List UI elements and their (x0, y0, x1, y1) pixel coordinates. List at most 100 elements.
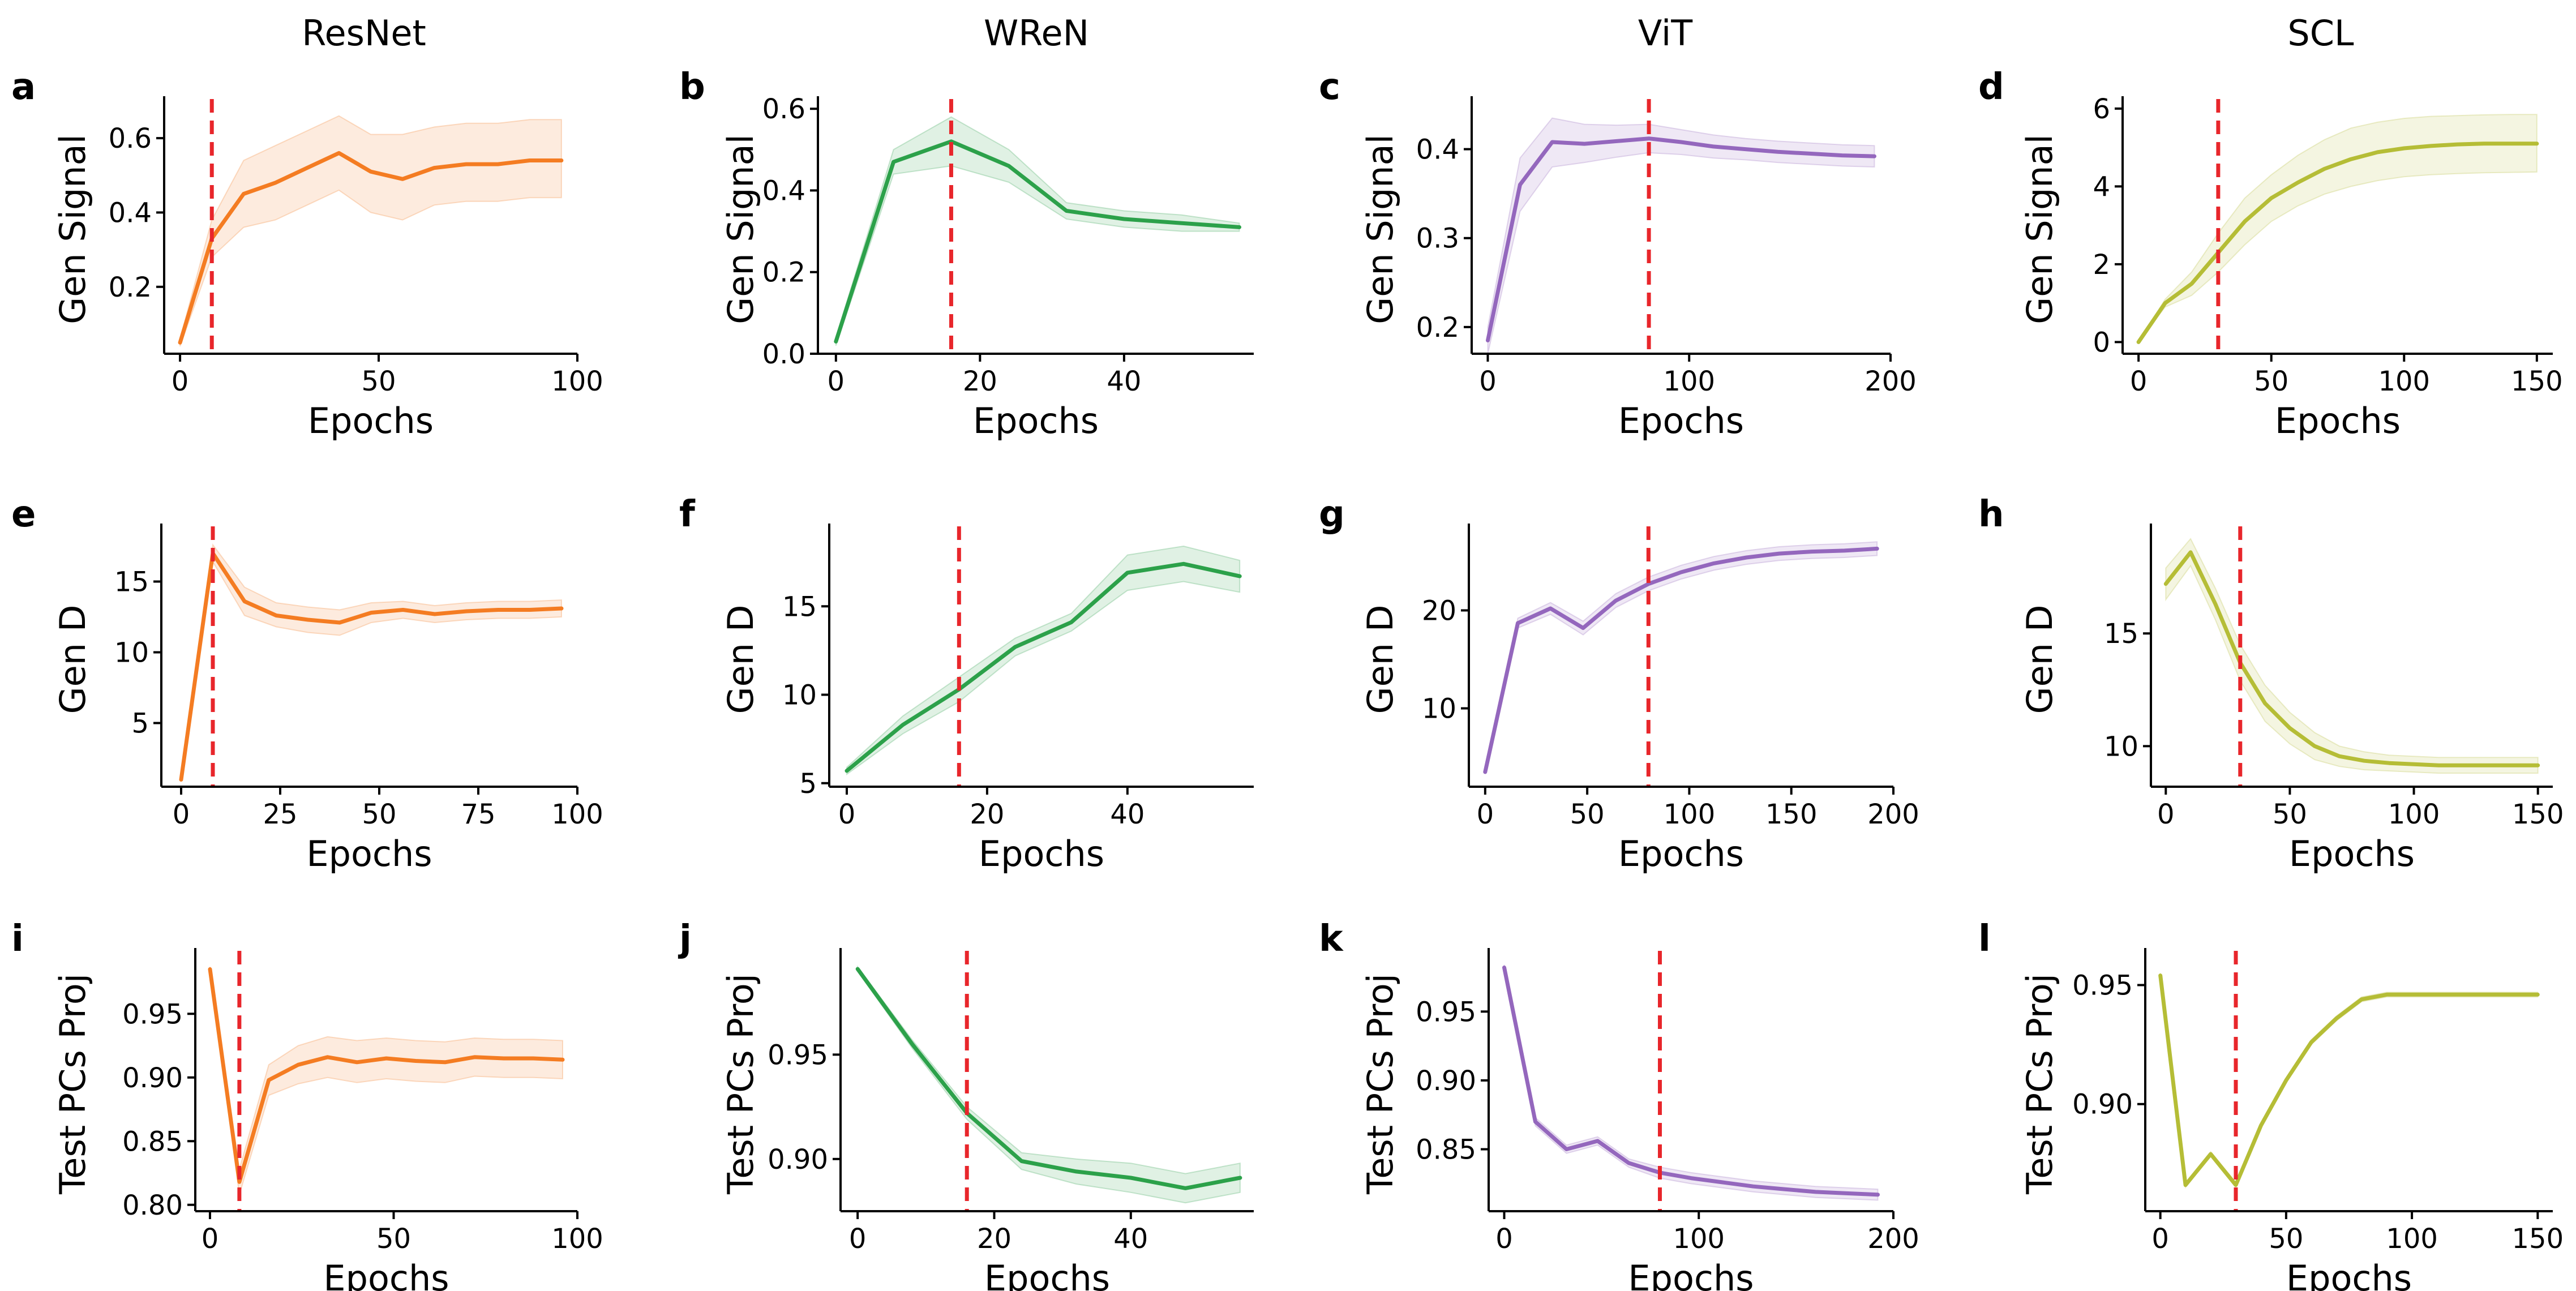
y-axis-label-e: Gen D (52, 605, 93, 714)
y-tick-label-c: 0.4 (1416, 134, 1459, 166)
x-tick-label-a: 50 (361, 366, 396, 397)
x-axis-label-h: Epochs (2289, 833, 2415, 874)
column-title-resnet: ResNet (302, 12, 426, 54)
y-tick-label-l: 0.95 (2072, 970, 2133, 1001)
x-tick-label-e: 0 (173, 799, 190, 830)
x-tick-label-a: 0 (172, 366, 189, 397)
panel-letter-c: c (1319, 66, 1340, 108)
panel-h: h 0 50 100 150 10 15 Epochs Gen D (1978, 494, 2564, 874)
x-tick-label-g: 100 (1664, 799, 1716, 830)
y-tick-label-i: 0.95 (122, 998, 183, 1030)
y-tick-label-g: 20 (1422, 595, 1456, 627)
y-tick-label-h: 15 (2104, 618, 2138, 650)
x-tick-label-d: 100 (2378, 366, 2430, 397)
y-tick-label-d: 2 (2093, 249, 2110, 281)
y-tick-label-k: 0.90 (1416, 1065, 1476, 1097)
panel-b: b 0 20 40 0.0 0.2 0.4 0.6 Epochs Gen Signal (679, 66, 1254, 441)
panel-letter-k: k (1319, 918, 1344, 960)
series-line-a (178, 151, 564, 345)
confidence-band-a (179, 115, 562, 347)
x-tick-label-b: 20 (963, 366, 997, 397)
confidence-band-h (2165, 538, 2539, 774)
series-line-e (179, 551, 564, 782)
panel-letter-e: e (11, 494, 36, 535)
y-tick-label-h: 10 (2104, 731, 2138, 762)
panel-a: a 0 50 100 0.2 0.4 0.6 Epochs Gen Signal (11, 66, 603, 441)
x-tick-label-b: 0 (828, 366, 845, 397)
panel-letter-f: f (679, 494, 696, 535)
y-tick-label-l: 0.90 (2072, 1089, 2133, 1121)
y-tick-label-a: 0.6 (109, 123, 152, 155)
x-tick-label-g: 0 (1477, 799, 1494, 830)
panel-letter-h: h (1978, 494, 2004, 535)
x-tick-label-h: 0 (2157, 799, 2175, 830)
x-tick-label-e: 25 (263, 799, 297, 830)
y-tick-label-b: 0.0 (762, 338, 805, 370)
series-line-d (2136, 141, 2539, 344)
column-title-scl: SCL (2287, 12, 2354, 54)
y-tick-label-g: 10 (1422, 693, 1456, 725)
confidence-band-f (846, 545, 1241, 776)
x-tick-label-l: 50 (2269, 1223, 2303, 1255)
y-tick-label-f: 10 (782, 680, 817, 711)
x-tick-label-k: 200 (1867, 1223, 1919, 1255)
x-tick-label-h: 150 (2512, 799, 2564, 830)
x-axis-label-f: Epochs (979, 833, 1104, 874)
series-line-k (1502, 966, 1880, 1197)
y-axis-label-k: Test PCs Proj (1360, 973, 1401, 1195)
confidence-band-k (1503, 964, 1879, 1201)
column-titles: ResNet WReN ViT SCL (302, 12, 2354, 54)
x-tick-label-i: 50 (376, 1223, 411, 1255)
y-axis-label-c: Gen Signal (1360, 134, 1401, 324)
series-line-f (845, 561, 1242, 773)
y-axis-label-h: Gen D (2019, 605, 2060, 714)
series-line-j (855, 967, 1242, 1190)
y-tick-label-j: 0.95 (768, 1039, 828, 1071)
y-axis-label-i: Test PCs Proj (52, 973, 93, 1195)
y-tick-label-b: 0.6 (762, 93, 805, 125)
x-axis-label-c: Epochs (1618, 400, 1744, 441)
x-axis-label-d: Epochs (2275, 400, 2401, 441)
series-line-h (2163, 550, 2540, 767)
y-tick-label-i: 0.85 (122, 1126, 183, 1157)
x-tick-label-k: 0 (1495, 1223, 1513, 1255)
x-tick-label-h: 50 (2273, 799, 2307, 830)
panel-d: d 0 50 100 150 0 2 4 6 Epochs Gen Signal (1978, 66, 2563, 441)
y-tick-label-d: 6 (2093, 93, 2110, 125)
x-axis-label-i: Epochs (323, 1258, 449, 1291)
x-tick-label-e: 75 (461, 799, 495, 830)
x-tick-label-e: 100 (551, 799, 603, 830)
y-axis-label-j: Test PCs Proj (720, 973, 761, 1195)
column-title-vit: ViT (1638, 12, 1693, 54)
panel-e: e 0 25 50 75 100 5 10 15 Epochs Gen D (11, 494, 603, 874)
y-axis-label-l: Test PCs Proj (2019, 973, 2060, 1195)
x-tick-label-k: 100 (1673, 1223, 1725, 1255)
y-axis-label-g: Gen D (1360, 605, 1401, 714)
x-tick-label-j: 40 (1113, 1223, 1148, 1255)
x-axis-label-l: Epochs (2286, 1258, 2412, 1291)
x-tick-label-j: 0 (849, 1223, 867, 1255)
y-tick-label-d: 4 (2093, 171, 2110, 203)
x-tick-label-g: 50 (1570, 799, 1605, 830)
x-tick-label-j: 20 (977, 1223, 1011, 1255)
y-axis-label-b: Gen Signal (720, 134, 761, 324)
x-tick-label-g: 150 (1765, 799, 1818, 830)
x-tick-label-d: 50 (2254, 366, 2288, 397)
y-tick-label-i: 0.80 (122, 1190, 183, 1221)
x-tick-label-d: 150 (2511, 366, 2563, 397)
confidence-band-g (1484, 541, 1878, 774)
x-tick-label-h: 100 (2388, 799, 2440, 830)
y-tick-label-c: 0.3 (1416, 223, 1459, 255)
y-tick-label-d: 0 (2093, 327, 2110, 358)
x-tick-label-f: 0 (838, 799, 856, 830)
confidence-band-c (1487, 117, 1875, 354)
x-tick-label-b: 40 (1107, 366, 1141, 397)
x-tick-label-e: 50 (362, 799, 396, 830)
series-line-c (1486, 136, 1876, 342)
x-axis-label-j: Epochs (984, 1258, 1110, 1291)
y-tick-label-c: 0.2 (1416, 312, 1459, 344)
y-tick-label-e: 15 (114, 567, 149, 598)
x-tick-label-f: 20 (970, 799, 1004, 830)
y-axis-label-a: Gen Signal (52, 134, 93, 324)
